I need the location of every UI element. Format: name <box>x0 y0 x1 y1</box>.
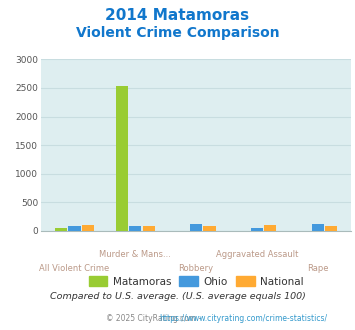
Bar <box>325 226 337 231</box>
Text: Robbery: Robbery <box>179 264 214 273</box>
Text: https://www.cityrating.com/crime-statistics/: https://www.cityrating.com/crime-statist… <box>159 314 327 323</box>
Bar <box>116 86 128 231</box>
Text: Aggravated Assault: Aggravated Assault <box>216 250 298 259</box>
Text: Violent Crime Comparison: Violent Crime Comparison <box>76 26 279 40</box>
Bar <box>55 228 67 231</box>
Text: © 2025 CityRating.com -: © 2025 CityRating.com - <box>106 314 204 323</box>
Bar <box>203 226 215 231</box>
Text: 2014 Matamoras: 2014 Matamoras <box>105 8 250 23</box>
Bar <box>143 226 155 231</box>
Bar <box>82 225 94 231</box>
Text: Murder & Mans...: Murder & Mans... <box>99 250 171 259</box>
Bar <box>190 224 202 231</box>
Bar <box>251 228 263 231</box>
Legend: Matamoras, Ohio, National: Matamoras, Ohio, National <box>84 272 308 291</box>
Bar <box>312 223 324 231</box>
Text: Compared to U.S. average. (U.S. average equals 100): Compared to U.S. average. (U.S. average … <box>50 292 305 301</box>
Text: All Violent Crime: All Violent Crime <box>39 264 110 273</box>
Bar <box>129 226 141 231</box>
Bar <box>264 225 277 231</box>
Text: Rape: Rape <box>307 264 329 273</box>
Bar <box>68 226 81 231</box>
